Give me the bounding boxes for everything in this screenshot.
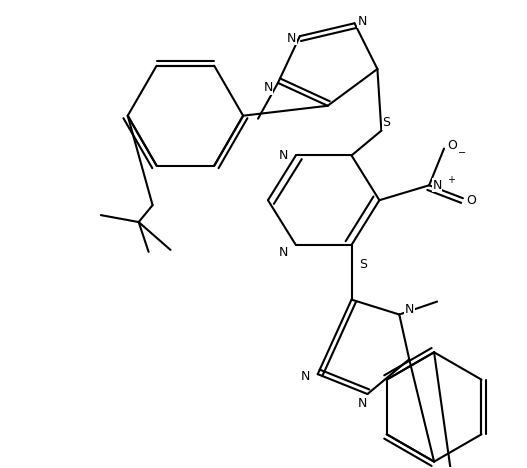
Text: O: O (447, 139, 457, 152)
Text: +: + (447, 176, 455, 185)
Text: N: N (405, 303, 414, 316)
Text: N: N (358, 15, 367, 28)
Text: N: N (264, 81, 272, 95)
Text: S: S (383, 116, 391, 129)
Text: N: N (358, 397, 367, 410)
Text: N: N (279, 149, 289, 162)
Text: −: − (458, 148, 466, 159)
Text: N: N (301, 370, 310, 383)
Text: S: S (359, 258, 367, 271)
Text: N: N (287, 32, 297, 44)
Text: N: N (279, 246, 289, 259)
Text: N: N (432, 179, 442, 192)
Text: O: O (466, 194, 476, 207)
